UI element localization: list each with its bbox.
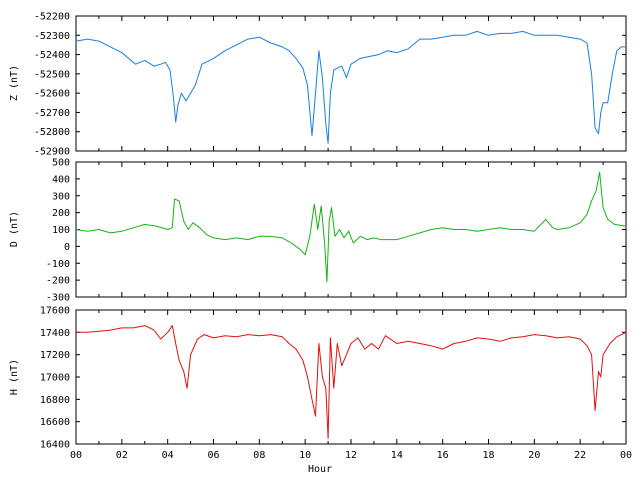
x-tick-label: 06 [207, 450, 219, 461]
panel-d-series-line [75, 171, 627, 283]
panel-z-ytick-label: -52700 [34, 108, 70, 119]
panel-d-ytick-label: -200 [46, 276, 70, 287]
panel-z-ytick-label: -52900 [34, 147, 70, 158]
panel-d: 500 400 300 200 100 0 -100 -200 -300 D (nT) [9, 158, 627, 304]
panel-h: 17600 17400 17200 17000 16800 16600 16400 H (n… [9, 306, 627, 451]
panel-h-series-line [76, 325, 627, 439]
panel-d-ylabel: D (nT) [9, 211, 20, 247]
panel-d-yticks: 500 400 300 200 100 0 -100 -200 -300 [46, 158, 626, 304]
panel-z: -52200 -52300 -52400 -52500 -52600 -52700 -528… [9, 12, 627, 158]
x-tick-label: 00 [70, 450, 82, 461]
panel-d-ytick-label: 500 [52, 158, 70, 169]
x-tick-label: 14 [391, 450, 403, 461]
x-tick-label: 08 [253, 450, 265, 461]
panel-z-series [75, 30, 626, 144]
panel-h-yticks: 17600 17400 17200 17000 16800 16600 16400 [40, 306, 626, 451]
x-tick-label: 10 [299, 450, 311, 461]
panel-h-ytick-label: 16600 [40, 417, 70, 428]
panel-z-ylabel: Z (nT) [9, 65, 20, 101]
panel-z-ytick-label: -52400 [34, 50, 70, 61]
x-tick-label: 20 [528, 450, 540, 461]
panel-d-ytick-label: 200 [52, 208, 70, 219]
panel-h-ytick-label: 17400 [40, 328, 70, 339]
panel-z-ytick-label: -52600 [34, 89, 70, 100]
panel-z-frame [75, 15, 627, 152]
x-tick-label: 18 [482, 450, 494, 461]
panel-h-ylabel: H (nT) [9, 359, 20, 395]
panel-z-ytick-label: -52200 [34, 12, 70, 23]
x-tick-label: 22 [574, 450, 586, 461]
x-tick-label: 04 [162, 450, 174, 461]
panel-z-ytick-label: -52300 [34, 31, 70, 42]
panel-z-yticks: -52200 -52300 -52400 -52500 -52600 -52700 -528… [34, 12, 626, 158]
panel-z-ytick-label: -52800 [34, 127, 70, 138]
panel-z-series-line [75, 30, 626, 144]
panel-h-ytick-label: 17000 [40, 373, 70, 384]
panel-d-series [75, 171, 627, 283]
x-tick-label: 00 [620, 450, 632, 461]
x-tick-label: 02 [116, 450, 128, 461]
panel-d-ytick-label: 0 [64, 242, 70, 253]
x-tick-label: 12 [345, 450, 357, 461]
x-axis-label: Hour [308, 464, 332, 475]
panel-z-xticks [75, 16, 627, 151]
panel-h-ytick-label: 17200 [40, 350, 70, 361]
x-tick-label: 16 [437, 450, 449, 461]
panel-h-frame [75, 309, 627, 445]
panel-h-xticks [75, 310, 627, 444]
panel-d-frame [75, 161, 627, 298]
panel-h-ytick-label: 16800 [40, 395, 70, 406]
panel-d-ytick-label: 300 [52, 191, 70, 202]
panel-d-ytick-label: -100 [46, 259, 70, 270]
panel-h-ytick-label: 17600 [40, 306, 70, 317]
panel-d-ytick-label: 100 [52, 225, 70, 236]
panel-z-ytick-label: -52500 [34, 69, 70, 80]
panel-d-ytick-label: 400 [52, 174, 70, 185]
panel-d-ytick-label: -300 [46, 293, 70, 304]
panel-h-ytick-label: 16400 [40, 440, 70, 451]
panel-d-xticks [75, 162, 627, 297]
x-tick-labels: 00 02 04 06 08 10 12 14 16 18 20 22 00 [70, 450, 632, 461]
panel-h-series [76, 325, 627, 439]
